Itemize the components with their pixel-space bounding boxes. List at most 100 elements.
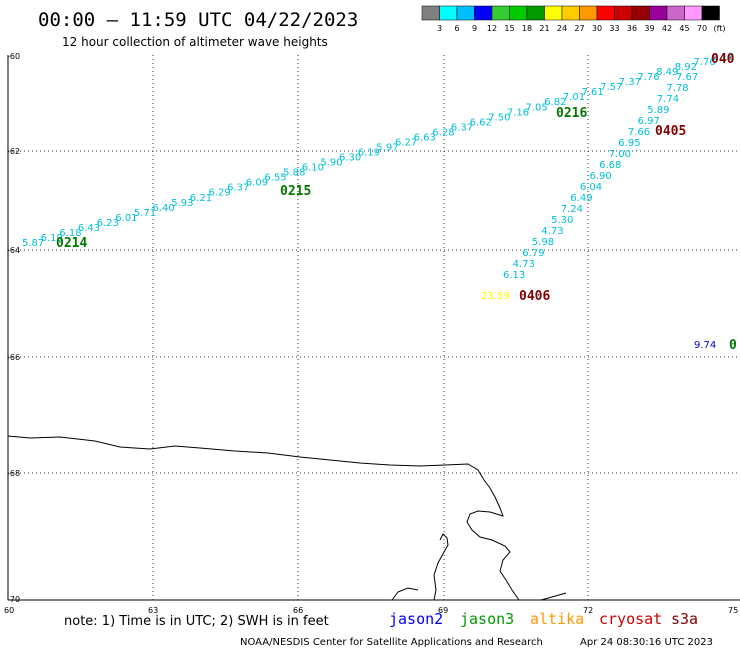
legend-label: 27 xyxy=(574,24,584,33)
legend-label: 9 xyxy=(472,24,477,33)
lon-label: 75 xyxy=(728,606,738,615)
legend-label: 45 xyxy=(679,24,689,33)
pass-time-label: 0405 xyxy=(655,124,686,139)
wave-height-value: 5.90 xyxy=(320,158,342,169)
wave-height-value: 7.67 xyxy=(676,72,698,83)
legend-label: (ft) xyxy=(713,24,725,33)
legend-swatch xyxy=(579,5,598,21)
wave-height-value: 6.27 xyxy=(395,138,417,149)
legend-label: 42 xyxy=(662,24,672,33)
wave-height-value: 7.01 xyxy=(563,92,585,103)
wave-height-value: 6.23 xyxy=(97,218,119,229)
wave-height-value: 6.95 xyxy=(618,138,640,149)
lat-label: -70 xyxy=(7,595,20,604)
wave-height-value: 9.74 xyxy=(694,340,716,351)
mission-altika: altika xyxy=(530,610,584,628)
legend-label: 18 xyxy=(522,24,532,33)
footer-timestamp: Apr 24 08:30:16 UTC 2023 xyxy=(580,637,713,648)
lon-label: 66 xyxy=(293,606,303,615)
lon-label: 72 xyxy=(583,606,593,615)
wave-height-value: 7.66 xyxy=(628,127,650,138)
legend-label: 36 xyxy=(627,24,637,33)
footer-credit: NOAA/NESDIS Center for Satellite Applica… xyxy=(240,637,543,648)
map-title: 00:00 – 11:59 UTC 04/22/2023 xyxy=(38,9,358,31)
wave-height-value: 7.37 xyxy=(619,77,641,88)
wave-height-value: 6.43 xyxy=(78,223,100,234)
wave-height-value: 6.18 xyxy=(59,228,81,239)
altimeter-track-a: 5.876.196.186.436.236.015.716.405.936.21… xyxy=(22,52,734,249)
legend-swatch xyxy=(614,5,633,21)
wave-height-value: 6.90 xyxy=(590,171,612,182)
wave-height-value: 5.88 xyxy=(283,168,305,179)
pass-time-label: 0214 xyxy=(56,236,87,251)
legend-swatch xyxy=(561,5,580,21)
lon-label: 60 xyxy=(4,606,14,615)
wave-height-value: 7.00 xyxy=(609,149,631,160)
pass-time-label: 0406 xyxy=(519,289,550,304)
legend-label: 15 xyxy=(504,24,514,33)
legend-swatch xyxy=(684,5,703,21)
lon-label: 63 xyxy=(148,606,158,615)
wave-height-value: 6.79 xyxy=(522,248,544,259)
wave-height-value: 6.29 xyxy=(209,188,231,199)
lat-lon-grid xyxy=(8,55,740,600)
wave-height-value: 6.82 xyxy=(544,97,566,108)
pass-time-label: 0216 xyxy=(556,106,587,121)
wave-height-value: 6.37 xyxy=(227,183,249,194)
lon-label: 69 xyxy=(438,606,448,615)
pass-time-label: 040 xyxy=(711,52,735,67)
wave-height-value: 6.19 xyxy=(358,148,380,159)
wave-height-value: 6.30 xyxy=(339,153,361,164)
coastline-inlet xyxy=(433,533,449,601)
pass-time-label: 0215 xyxy=(280,184,311,199)
wave-height-value: 5.89 xyxy=(647,105,669,116)
legend-label: 70 xyxy=(697,24,707,33)
wave-height-value: 7.16 xyxy=(507,107,529,118)
legend-swatch xyxy=(631,5,650,21)
legend-swatch xyxy=(649,5,668,21)
wave-height-value: 6.19 xyxy=(41,233,63,244)
legend-swatch xyxy=(701,5,720,21)
wave-height-value: 6.49 xyxy=(570,193,592,204)
map-subtitle: 12 hour collection of altimeter wave hei… xyxy=(62,35,328,49)
wave-height-value: 7.76 xyxy=(637,72,659,83)
mission-cryosat: cryosat xyxy=(599,610,662,628)
wave-height-value: 7.78 xyxy=(666,83,688,94)
wave-height-value: 23.59 xyxy=(481,291,510,302)
wave-height-value: 6.13 xyxy=(503,270,525,281)
wave-height-value: 6.28 xyxy=(432,127,454,138)
wave-height-value: 7.76 xyxy=(693,57,715,68)
wave-height-value: 5.30 xyxy=(551,215,573,226)
wave-height-value: 8.49 xyxy=(656,67,678,78)
legend-label: 24 xyxy=(557,24,567,33)
wave-height-value: 4.73 xyxy=(541,226,563,237)
legend-label: 39 xyxy=(644,24,654,33)
wave-height-value: 6.09 xyxy=(246,178,268,189)
legend-swatch xyxy=(526,5,545,21)
wave-height-value: 6.63 xyxy=(414,132,436,143)
legend-swatch xyxy=(544,5,563,21)
altimeter-track-b: 6.134.736.795.984.735.307.246.496.046.90… xyxy=(503,72,698,281)
wave-height-value: 6.01 xyxy=(115,213,137,224)
legend-label: 3 xyxy=(437,24,442,33)
legend-label: 12 xyxy=(487,24,497,33)
legend-swatch xyxy=(509,5,528,21)
wave-height-value: 6.40 xyxy=(153,203,175,214)
legend-swatch xyxy=(596,5,615,21)
wave-height-value: 6.68 xyxy=(599,160,621,171)
legend-label: 21 xyxy=(539,24,549,33)
wave-height-value: 5.87 xyxy=(22,238,44,249)
coastline-bottom-right xyxy=(540,592,567,601)
antarctic-coastline xyxy=(7,435,520,601)
coastline-bottom-left xyxy=(391,587,419,601)
wave-height-value: 4.73 xyxy=(513,259,535,270)
wave-height-value: 6.55 xyxy=(264,173,286,184)
mission-jason2: jason2 xyxy=(389,610,443,628)
wave-height-value: 7.24 xyxy=(561,204,583,215)
mission-jason3: jason3 xyxy=(460,610,514,628)
legend-swatch xyxy=(456,5,475,21)
legend-swatch xyxy=(421,5,440,21)
legend-label: 30 xyxy=(592,24,602,33)
